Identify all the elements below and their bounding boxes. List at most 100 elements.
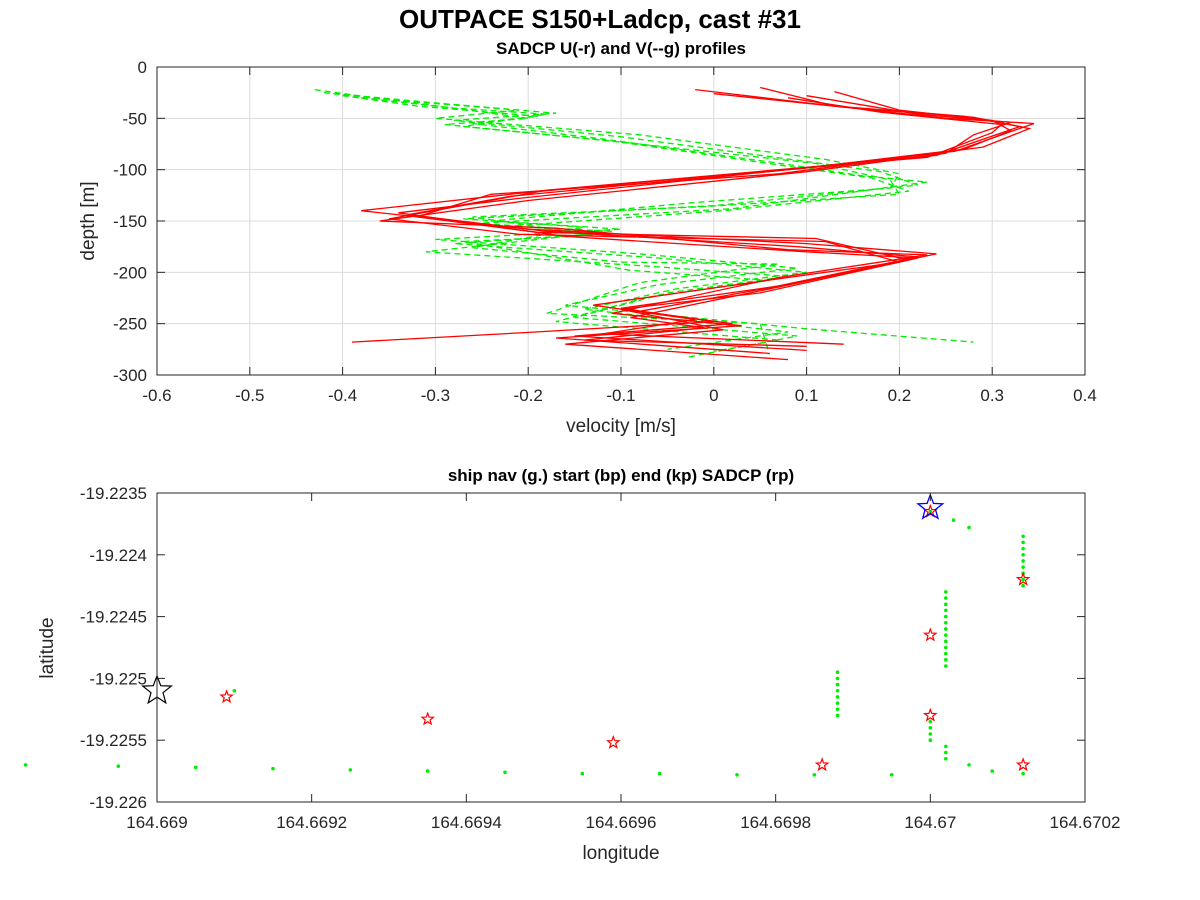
x-tick-label: 0.1 xyxy=(795,386,819,405)
x-tick-label: 0 xyxy=(709,386,718,405)
ship-nav-point xyxy=(944,744,948,749)
x-tick-label: -0.3 xyxy=(421,386,450,405)
ship-nav-point xyxy=(944,645,948,650)
ship-nav-point xyxy=(1021,771,1025,776)
y-tick-label: -19.225 xyxy=(89,669,147,688)
x-tick-label: 164.67 xyxy=(904,813,956,832)
v-profile-line xyxy=(323,92,974,343)
y-tick-label: -150 xyxy=(113,212,147,231)
ship-nav-point xyxy=(1021,540,1025,545)
x-tick-label: -0.6 xyxy=(142,386,171,405)
ship-nav-point xyxy=(944,596,948,600)
velocity-profile-series xyxy=(314,86,1035,361)
sadcp-star-marker xyxy=(1015,571,1031,586)
ship-nav-point xyxy=(835,682,840,687)
ship-nav-point xyxy=(967,763,971,767)
ship-nav-point xyxy=(1021,559,1025,563)
ship-nav-point xyxy=(928,719,933,724)
y-tick-label: -200 xyxy=(113,263,147,282)
y-tick-label: -19.2245 xyxy=(80,608,147,627)
velocity-profile-ylabel: depth [m] xyxy=(78,181,99,260)
ship-nav-point xyxy=(835,713,840,718)
ship-nav-point xyxy=(1021,577,1025,582)
ship-nav-point xyxy=(835,695,840,699)
sadcp-star-marker xyxy=(420,711,435,726)
ship-nav-point xyxy=(951,518,956,522)
ship-nav-point xyxy=(116,764,121,768)
ship-nav-point xyxy=(928,738,933,742)
ship-nav-point xyxy=(944,658,948,662)
ship-nav-point xyxy=(944,602,948,607)
y-tick-label: -19.224 xyxy=(89,546,147,565)
x-tick-label: -0.1 xyxy=(606,386,635,405)
x-tick-label: 164.6694 xyxy=(431,813,502,832)
u-profile-line xyxy=(379,95,1012,355)
ship-nav-point xyxy=(1021,553,1025,557)
ship-nav-point xyxy=(503,770,507,775)
velocity-profile-panel: SADCP U(-r) and V(--g) profiles -0.6 -0.5… xyxy=(78,39,1097,437)
sadcp-star-marker xyxy=(923,707,938,722)
x-tick-label: 0.3 xyxy=(980,386,1004,405)
ship-nav-point xyxy=(944,608,948,613)
y-tick-label: 0 xyxy=(138,58,147,77)
x-tick-label: 164.6692 xyxy=(276,813,347,832)
ship-nav-point xyxy=(23,763,28,767)
y-tick-label: -50 xyxy=(122,109,147,128)
ship-nav-point xyxy=(944,627,948,631)
ship-nav-point xyxy=(928,732,933,736)
ship-nav-markers xyxy=(23,492,1031,777)
x-tick-label: -0.2 xyxy=(514,386,543,405)
x-tick-label: -0.5 xyxy=(235,386,264,405)
x-tick-label: 0.2 xyxy=(888,386,912,405)
ship-nav-point xyxy=(1021,534,1025,539)
ship-nav-point xyxy=(944,756,948,761)
x-tick-label: 0.4 xyxy=(1073,386,1097,405)
y-tick-label: -19.2235 xyxy=(80,484,147,503)
ship-nav-point xyxy=(928,726,933,730)
ship-nav-point xyxy=(425,769,430,773)
ship-nav-point xyxy=(835,676,840,681)
ship-nav-point xyxy=(990,769,994,773)
x-tick-label: 164.669 xyxy=(126,813,187,832)
velocity-profile-ticks: -0.6 -0.5 -0.4 -0.3 -0.2 -0.1 0 0.1 0.2 0.3 0.4 0 -5… xyxy=(113,58,1097,405)
ship-nav-ylabel: latitude xyxy=(37,617,58,678)
ship-nav-point xyxy=(1021,546,1025,551)
y-tick-label: -100 xyxy=(113,161,147,180)
ship-nav-point xyxy=(735,773,739,777)
ship-nav-point xyxy=(967,525,971,530)
x-tick-label: 164.6696 xyxy=(586,813,657,832)
u-profile-line xyxy=(398,97,1004,361)
ship-nav-point xyxy=(835,670,840,675)
ship-nav-point xyxy=(271,766,275,771)
u-profile-line xyxy=(416,93,1032,347)
velocity-profile-xlabel: velocity [m/s] xyxy=(566,416,676,437)
y-tick-label: -300 xyxy=(113,366,147,385)
sadcp-star-marker xyxy=(922,627,938,642)
y-tick-label: -19.226 xyxy=(89,793,147,812)
ship-nav-point xyxy=(812,773,817,777)
ship-nav-point xyxy=(193,765,198,770)
ship-nav-title: ship nav (g.) start (bp) end (kp) SADCP … xyxy=(448,466,794,485)
sadcp-star-marker xyxy=(1015,757,1031,772)
ship-nav-point xyxy=(944,750,948,755)
ship-nav-point xyxy=(1021,583,1025,588)
velocity-profile-title: SADCP U(-r) and V(--g) profiles xyxy=(496,39,746,58)
x-tick-label: -0.4 xyxy=(328,386,357,405)
sadcp-star-marker xyxy=(814,757,830,772)
sadcp-star-marker xyxy=(219,689,234,704)
figure-title: OUTPACE S150+Ladcp, cast #31 xyxy=(399,4,801,34)
ship-nav-point xyxy=(835,707,840,712)
ship-nav-point xyxy=(889,773,894,777)
ship-nav-xlabel: longitude xyxy=(582,843,659,864)
ship-nav-point xyxy=(944,639,948,644)
v-profile-line xyxy=(333,93,901,353)
velocity-profile-grid xyxy=(156,66,1086,376)
ship-nav-point xyxy=(944,651,948,656)
ship-nav-point xyxy=(944,590,948,594)
ship-nav-point xyxy=(348,768,353,772)
ship-nav-point xyxy=(944,633,948,637)
ship-nav-point xyxy=(944,620,948,625)
ship-nav-point xyxy=(232,688,237,693)
ship-nav-point xyxy=(928,509,933,514)
